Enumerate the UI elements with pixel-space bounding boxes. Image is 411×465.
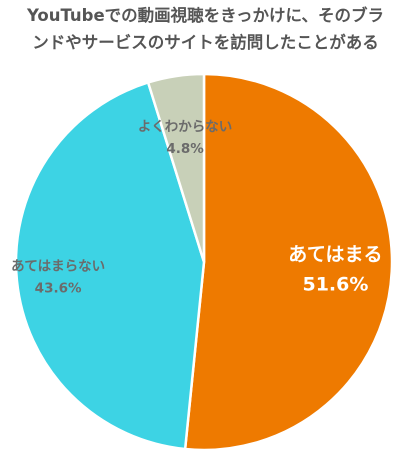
slice-value-label-3: 4.8% <box>166 141 204 157</box>
pie-slice-2 <box>14 80 206 451</box>
slice-value-label-2: 43.6% <box>35 280 82 296</box>
pie-slice-3 <box>146 72 206 263</box>
chart-title-line-2: ンドやサービスのサイトを訪問したことがある <box>32 33 379 52</box>
pie-slice-1 <box>183 72 394 452</box>
chart-title-line-1: YouTubeでの動画視聴をきっかけに、そのブラ <box>26 6 385 25</box>
slice-label-1: あてはまる <box>288 243 382 265</box>
slice-label-3: よくわからない <box>138 119 233 135</box>
slice-value-label-1: 51.6% <box>302 273 368 295</box>
slice-label-2: あてはまらない <box>11 258 105 274</box>
